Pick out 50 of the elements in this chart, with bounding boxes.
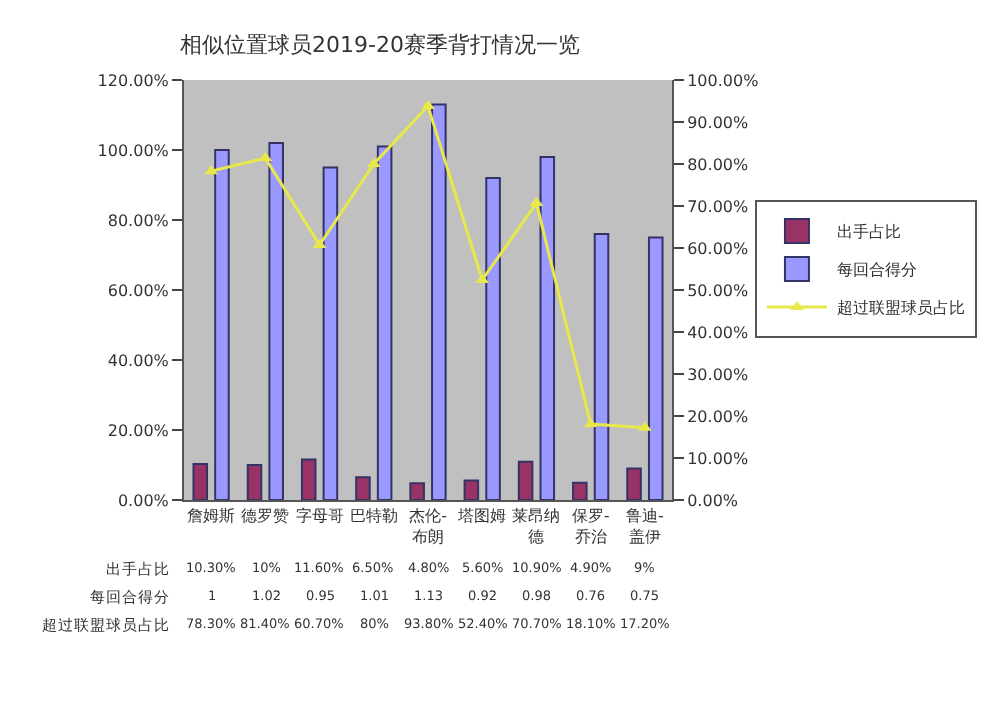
bar	[463, 479, 480, 500]
y-tick-label: 0.00%	[117, 491, 170, 510]
x-tick-label: 塔图姆	[456, 507, 507, 526]
y2-tick-label: 30.00%	[687, 365, 749, 384]
x-tick-label: 詹姆斯	[187, 507, 236, 526]
bar	[572, 481, 588, 500]
y2-tick-label: 40.00%	[687, 323, 749, 342]
x-tick-label: 巴特勒	[349, 507, 398, 526]
y-tick-label: 20.00%	[107, 421, 170, 440]
x-tick-label: 莱昂纳德	[512, 507, 561, 546]
x-tick-label: 鲁迪-盖伊	[625, 507, 664, 546]
y2-tick-label: 50.00%	[687, 281, 749, 300]
legend-label: 出手占比	[836, 223, 901, 242]
y-tick-label: 40.00%	[107, 351, 170, 370]
bar	[322, 166, 339, 500]
x-tick-label: 保罗-乔治	[571, 507, 610, 546]
y-tick-label: 120.00%	[97, 71, 170, 90]
y2-tick-label: 20.00%	[687, 407, 749, 426]
x-tick-label: 字母哥	[295, 507, 344, 526]
bar	[593, 233, 610, 500]
bar	[485, 177, 501, 500]
legend-label: 每回合得分	[836, 261, 917, 280]
bar	[409, 482, 425, 500]
bar	[626, 467, 642, 500]
y2-tick-label: 0.00%	[687, 491, 739, 510]
y2-tick-label: 10.00%	[687, 449, 749, 468]
bar	[300, 458, 317, 500]
y-tick-label: 100.00%	[97, 141, 170, 160]
bar	[517, 460, 534, 500]
chart-title: 相似位置球员2019-20赛季背打情况一览	[180, 31, 580, 58]
x-tick-label: 杰伦-布朗	[409, 507, 448, 546]
y-tick-label: 60.00%	[107, 281, 170, 300]
legend-label: 超过联盟球员占比	[836, 299, 965, 318]
y2-tick-label: 70.00%	[687, 197, 749, 216]
bar	[431, 103, 447, 500]
point	[421, 100, 435, 110]
y2-tick-label: 80.00%	[687, 155, 749, 174]
y2-tick-label: 90.00%	[687, 113, 749, 132]
bar	[539, 156, 556, 500]
bar	[214, 149, 230, 500]
bar	[268, 142, 284, 500]
bar	[355, 476, 371, 500]
bar	[647, 236, 664, 500]
bar	[376, 145, 393, 500]
y2-tick-label: 100.00%	[687, 71, 760, 90]
x-tick-label: 德罗赞	[241, 507, 290, 526]
bar	[246, 464, 263, 500]
bar	[192, 462, 209, 500]
y-tick-label: 80.00%	[107, 211, 170, 230]
y2-tick-label: 60.00%	[687, 239, 749, 258]
